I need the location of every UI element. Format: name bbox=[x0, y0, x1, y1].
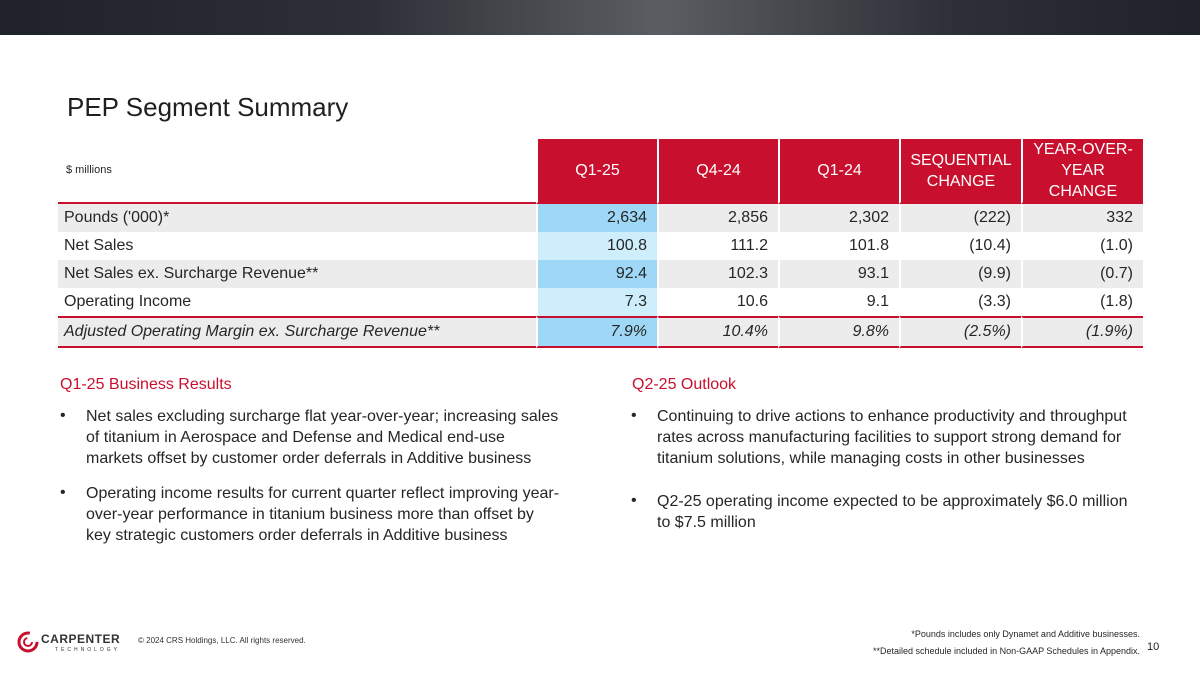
column-header: SEQUENTIAL CHANGE bbox=[899, 139, 1021, 204]
segment-summary-table: $ millions Q1-25 Q4-24 Q1-24 SEQUENTIAL … bbox=[58, 139, 1143, 348]
bullet-icon: • bbox=[631, 407, 637, 424]
table-cell: (1.8) bbox=[1021, 288, 1143, 316]
unit-label: $ millions bbox=[58, 139, 536, 204]
copyright-text: © 2024 CRS Holdings, LLC. All rights res… bbox=[138, 636, 306, 645]
table-cell: 2,856 bbox=[657, 204, 778, 232]
list-item: • Continuing to drive actions to enhance… bbox=[631, 406, 1141, 469]
page-title: PEP Segment Summary bbox=[67, 92, 349, 122]
outlook-list: • Continuing to drive actions to enhance… bbox=[631, 406, 1141, 547]
table-cell: 101.8 bbox=[778, 232, 899, 260]
footnote-non-gaap: **Detailed schedule included in Non-GAAP… bbox=[872, 646, 1140, 656]
table-cell: (2.5%) bbox=[899, 316, 1021, 348]
bullet-text: Q2-25 operating income expected to be ap… bbox=[657, 493, 1128, 531]
table-cell: 9.8% bbox=[778, 316, 899, 348]
table-cell: 10.4% bbox=[657, 316, 778, 348]
table-cell: (0.7) bbox=[1021, 260, 1143, 288]
footnotes: *Pounds includes only Dynamet and Additi… bbox=[873, 626, 1140, 660]
table-cell: (9.9) bbox=[899, 260, 1021, 288]
column-header: Q4-24 bbox=[657, 139, 778, 204]
business-results-heading: Q1-25 Business Results bbox=[60, 376, 232, 393]
table-cell: (222) bbox=[899, 204, 1021, 232]
table-row: Net Sales ex. Surcharge Revenue** 92.4 1… bbox=[58, 260, 1143, 288]
table-cell: (3.3) bbox=[899, 288, 1021, 316]
logo-text: CARPENTER bbox=[41, 632, 121, 646]
table-cell: 2,634 bbox=[536, 204, 657, 232]
table-cell: 93.1 bbox=[778, 260, 899, 288]
table-cell: (1.9%) bbox=[1021, 316, 1143, 348]
outlook-heading: Q2-25 Outlook bbox=[632, 376, 737, 393]
table-cell: 9.1 bbox=[778, 288, 899, 316]
table-cell: (1.0) bbox=[1021, 232, 1143, 260]
table-cell: 2,302 bbox=[778, 204, 899, 232]
business-results-list: • Net sales excluding surcharge flat yea… bbox=[60, 406, 560, 560]
table-cell: (10.4) bbox=[899, 232, 1021, 260]
column-header: Q1-25 bbox=[536, 139, 657, 204]
bullet-text: Net sales excluding surcharge flat year-… bbox=[86, 408, 559, 467]
list-item: • Operating income results for current q… bbox=[60, 483, 560, 546]
row-label: Operating Income bbox=[58, 288, 536, 316]
column-header: YEAR-OVER-YEAR CHANGE bbox=[1021, 139, 1143, 204]
row-label: Net Sales bbox=[58, 232, 536, 260]
row-label: Net Sales ex. Surcharge Revenue** bbox=[58, 260, 536, 288]
table-cell: 10.6 bbox=[657, 288, 778, 316]
table-row: Operating Income 7.3 10.6 9.1 (3.3) (1.8… bbox=[58, 288, 1143, 316]
page-number: 10 bbox=[1147, 641, 1160, 653]
table-header-row: $ millions Q1-25 Q4-24 Q1-24 SEQUENTIAL … bbox=[58, 139, 1143, 204]
top-banner bbox=[0, 0, 1200, 35]
list-item: • Net sales excluding surcharge flat yea… bbox=[60, 406, 560, 469]
table-cell: 100.8 bbox=[536, 232, 657, 260]
bullet-text: Operating income results for current qua… bbox=[86, 485, 560, 544]
carpenter-swirl-icon bbox=[17, 631, 39, 653]
column-header: Q1-24 bbox=[778, 139, 899, 204]
table-cell: 332 bbox=[1021, 204, 1143, 232]
logo-subtext: TECHNOLOGY bbox=[55, 647, 121, 653]
table-cell: 7.3 bbox=[536, 288, 657, 316]
carpenter-logo: CARPENTER TECHNOLOGY bbox=[17, 629, 129, 655]
table-row: Adjusted Operating Margin ex. Surcharge … bbox=[58, 316, 1143, 348]
list-item: • Q2-25 operating income expected to be … bbox=[631, 491, 1141, 533]
table-cell: 92.4 bbox=[536, 260, 657, 288]
bullet-icon: • bbox=[60, 484, 66, 501]
table-row: Pounds ('000)* 2,634 2,856 2,302 (222) 3… bbox=[58, 204, 1143, 232]
row-label: Pounds ('000)* bbox=[58, 204, 536, 232]
bullet-text: Continuing to drive actions to enhance p… bbox=[657, 408, 1127, 467]
footnote-pounds: *Pounds includes only Dynamet and Additi… bbox=[911, 629, 1140, 639]
table-cell: 111.2 bbox=[657, 232, 778, 260]
row-label: Adjusted Operating Margin ex. Surcharge … bbox=[58, 316, 536, 348]
table-cell: 7.9% bbox=[536, 316, 657, 348]
table-cell: 102.3 bbox=[657, 260, 778, 288]
bullet-icon: • bbox=[631, 492, 637, 509]
table-row: Net Sales 100.8 111.2 101.8 (10.4) (1.0) bbox=[58, 232, 1143, 260]
bullet-icon: • bbox=[60, 407, 66, 424]
